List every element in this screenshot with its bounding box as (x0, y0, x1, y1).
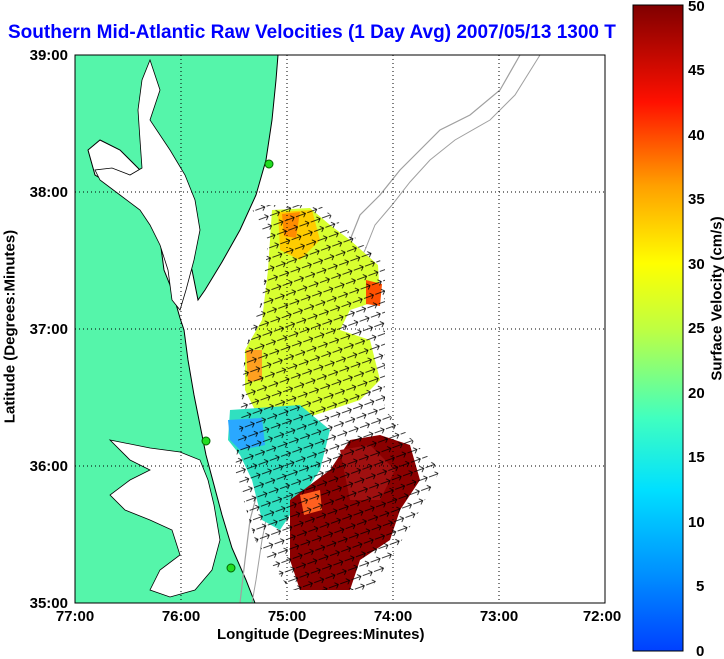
colorbar-tick: 25 (688, 320, 705, 337)
colorbar-tick: 40 (688, 127, 705, 144)
y-tick: 38:00 (30, 184, 68, 201)
colorbar-tick: 10 (688, 514, 705, 531)
colorbar-tick: 0 (696, 643, 704, 659)
station-marker (201, 436, 211, 446)
y-tick: 37:00 (30, 321, 68, 338)
station-marker (264, 159, 274, 169)
x-tick-labels: 77:00 76:00 75:00 74:00 73:00 72:00 (56, 608, 621, 625)
map-title: Southern Mid-Atlantic Raw Velocities (1 … (8, 22, 616, 43)
x-tick: 77:00 (56, 608, 94, 625)
colorbar-tick: 35 (688, 191, 705, 208)
colorbar-tick: 50 (688, 0, 705, 15)
colorbar-tick-labels: 50 45 40 35 30 25 20 15 10 5 0 (688, 0, 705, 659)
colorbar-tick: 20 (688, 385, 705, 402)
grid (75, 55, 605, 603)
x-tick: 72:00 (583, 608, 621, 625)
x-tick: 73:00 (480, 608, 518, 625)
y-tick: 35:00 (30, 595, 68, 612)
station-marker (226, 563, 236, 573)
x-tick: 76:00 (162, 608, 200, 625)
x-tick: 74:00 (374, 608, 412, 625)
y-axis-label: Latitude (Degrees:Minutes) (1, 229, 19, 424)
y-tick-labels: 39:00 38:00 37:00 36:00 35:00 (30, 47, 68, 612)
plot-frame (74, 54, 606, 604)
y-tick: 39:00 (30, 47, 68, 64)
pamlico-sound (108, 439, 221, 598)
x-axis-label: Longitude (Degrees:Minutes) (217, 626, 425, 643)
colorbar-tick: 15 (688, 449, 705, 466)
x-tick: 75:00 (268, 608, 306, 625)
colorbar-tick: 45 (688, 62, 705, 79)
colorbar-tick: 30 (688, 256, 705, 273)
chesapeake-bay (94, 58, 201, 311)
y-tick: 36:00 (30, 458, 68, 475)
colorbar (632, 4, 684, 652)
velocity-arrows (235, 205, 440, 590)
colorbar-tick: 5 (696, 578, 704, 595)
colorbar-label: Surface Velocity (cm/s) (708, 216, 724, 381)
